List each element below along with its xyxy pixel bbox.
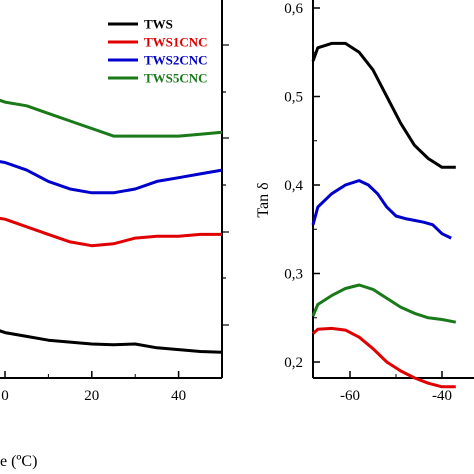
right-chart-panel: -60 -40 0,2 0,3 0,4 0,5 0,6 Tan δ xyxy=(255,0,474,404)
right-y-tick-label: 0,6 xyxy=(284,1,303,17)
series-line-tws xyxy=(0,329,223,354)
right-y-tick-label: 0,2 xyxy=(284,355,303,371)
tan-series-line-tws xyxy=(311,41,456,169)
left-x-tick-label: 20 xyxy=(84,388,99,404)
left-x-axis-label: e (ºC) xyxy=(0,453,37,470)
left-x-ticks: 0 20 40 xyxy=(1,44,229,404)
legend-label-tws2cnc: TWS2CNC xyxy=(144,53,208,68)
right-ticks: -60 -40 0,2 0,3 0,4 0,5 0,6 xyxy=(284,1,452,404)
tan-series-line-tws5cnc xyxy=(311,283,457,324)
right-x-tick-label: -60 xyxy=(340,388,360,404)
legend-label-tws5cnc: TWS5CNC xyxy=(144,71,208,86)
left-x-tick-label: 0 xyxy=(1,388,9,404)
legend-label-tws: TWS xyxy=(144,17,173,32)
left-x-tick-label: 40 xyxy=(171,388,186,404)
series-line-tws5cnc xyxy=(0,98,223,138)
series-line-tws1cnc xyxy=(0,216,222,248)
right-y-tick-label: 0,5 xyxy=(284,90,303,106)
tan-series-line-tws2cnc xyxy=(311,179,452,240)
series-line-tws2cnc xyxy=(0,160,223,195)
right-series-group xyxy=(311,41,457,389)
right-y-tick-label: 0,4 xyxy=(284,178,303,194)
legend: TWS TWS1CNC TWS2CNC TWS5CNC xyxy=(108,17,208,86)
right-y-tick-label: 0,3 xyxy=(284,267,303,283)
left-chart-panel: 0 20 40 e (ºC) TWS TWS1CNC TWS2CNC TWS5CNC xyxy=(0,0,229,470)
legend-label-tws1cnc: TWS1CNC xyxy=(144,35,208,50)
right-x-tick-label: -40 xyxy=(432,388,452,404)
tan-series-line-tws1cnc xyxy=(311,326,456,389)
left-series-group xyxy=(0,98,223,354)
right-y-axis-label: Tan δ xyxy=(255,182,272,217)
